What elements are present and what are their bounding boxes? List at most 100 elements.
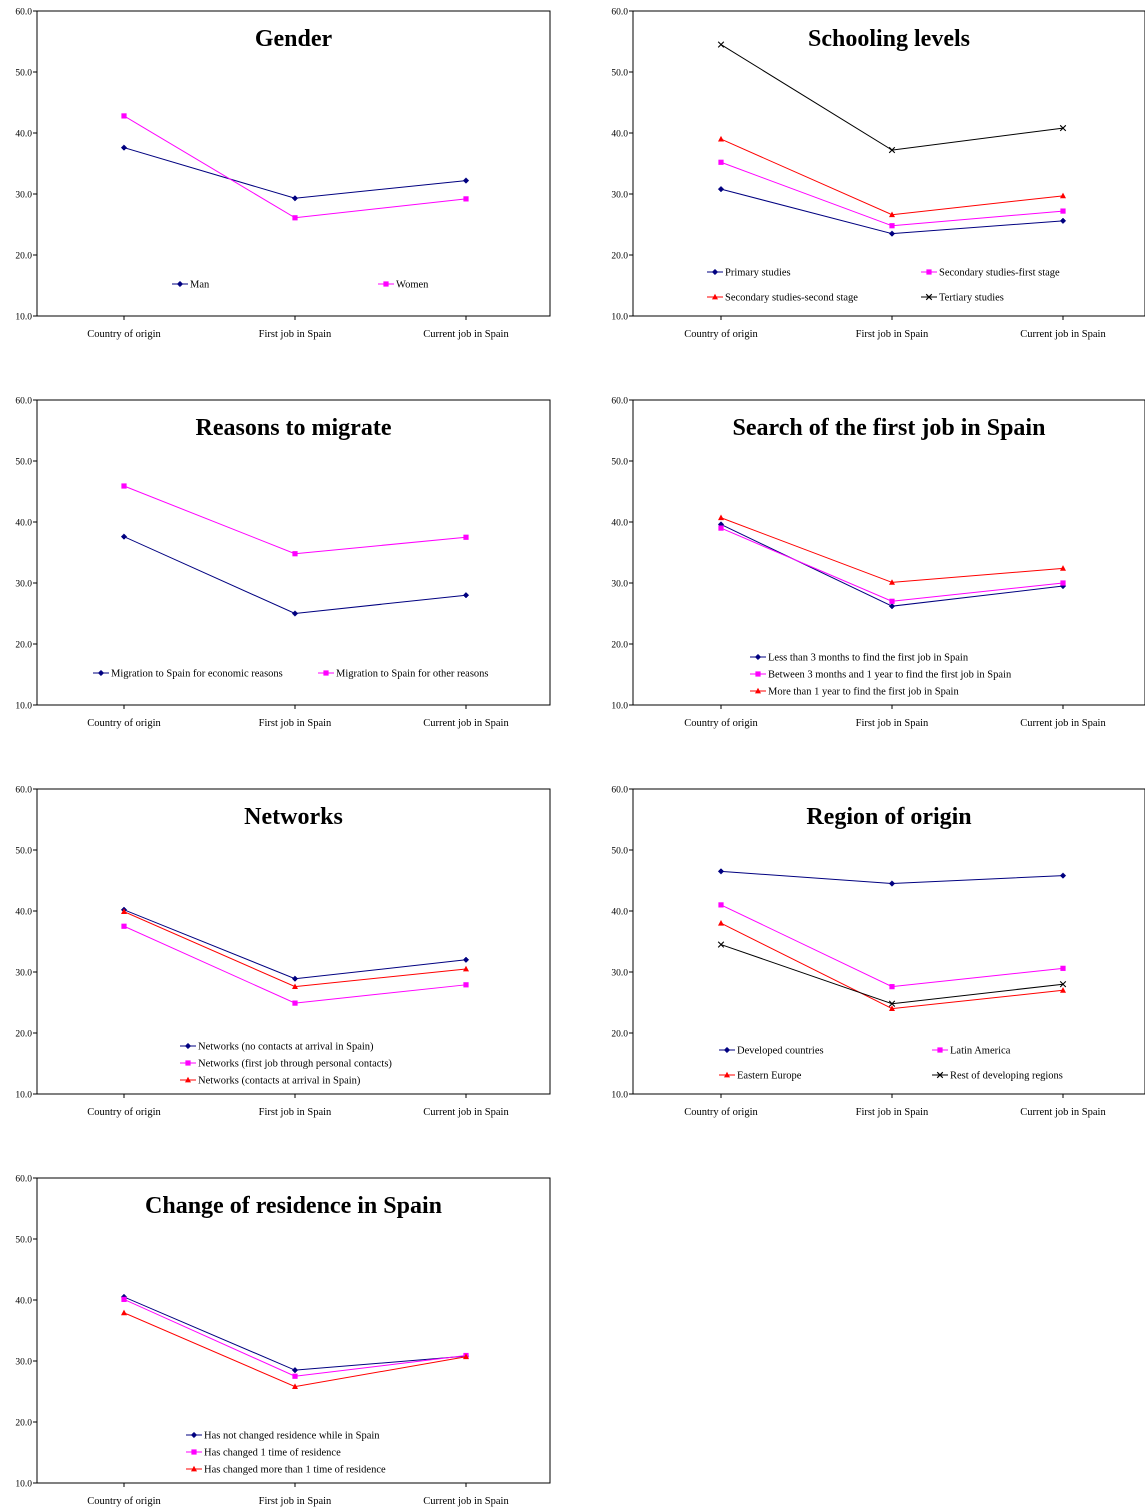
legend-marker [723, 1046, 731, 1054]
data-point [718, 902, 724, 908]
legend-marker [755, 687, 761, 694]
data-point [291, 610, 299, 617]
legend-marker [185, 1076, 191, 1083]
y-tick-label: 50.0 [611, 458, 628, 468]
chart-reasons-to-migrate: 10.0 20.0 30.0 40.0 50.0 60.0 Country of origi… [15, 397, 551, 729]
x-tick-label: Country of origin [87, 329, 161, 340]
series-tertiary-studies [717, 41, 1067, 154]
legend-label: Man [190, 280, 210, 291]
y-tick-label: 50.0 [611, 69, 628, 79]
series-man [120, 144, 470, 202]
series-networks-no-contacts-at-arrival-in-spain [120, 906, 470, 982]
chart-title: Region of origin [806, 804, 971, 830]
x-tick-label: Current job in Spain [1020, 1107, 1106, 1118]
data-point [1060, 580, 1066, 586]
data-point [718, 514, 724, 521]
legend-label: Secondary studies-first stage [939, 268, 1060, 279]
legend-item: Women [378, 280, 429, 291]
data-point [717, 185, 725, 193]
plot-area [36, 788, 551, 1095]
legend: Developed countries Latin America Eastern … [719, 1046, 1063, 1082]
legend-marker [937, 1047, 943, 1053]
legend-item: Networks (no contacts at arrival in Spai… [180, 1042, 374, 1053]
x-tick-label: Country of origin [87, 1107, 161, 1118]
legend-label: Migration to Spain for other reasons [336, 669, 489, 680]
data-point [888, 880, 896, 887]
data-point [121, 908, 127, 915]
legend-item: Has changed more than 1 time of residenc… [186, 1465, 386, 1476]
series-eastern-europe [718, 920, 1066, 1011]
legend-label: More than 1 year to find the first job i… [768, 687, 959, 698]
data-point [888, 603, 896, 610]
y-tick-label: 50.0 [15, 847, 32, 857]
x-tick-label: Current job in Spain [423, 329, 509, 340]
legend-item: Migration to Spain for economic reasons [93, 669, 283, 680]
legend-item: Networks (first job through personal con… [180, 1059, 392, 1070]
y-tick-label: 20.0 [611, 252, 628, 262]
legend-item: Has not changed residence while in Spain [186, 1431, 380, 1442]
data-point [718, 159, 724, 165]
series-networks-contacts-at-arrival-in-spain [121, 908, 469, 990]
series-more-than-1-year-to-find-the-first-job-in-spain [718, 514, 1066, 585]
data-point [1059, 872, 1067, 879]
data-point [463, 965, 469, 972]
y-tick-label: 20.0 [15, 252, 32, 262]
data-point [889, 223, 895, 229]
chart-gender: 10.0 20.0 30.0 40.0 50.0 60.0 Country of origi… [15, 8, 551, 340]
legend-marker [724, 1071, 730, 1078]
series-women [121, 113, 469, 221]
y-tick-label: 50.0 [15, 458, 32, 468]
y-tick-label: 30.0 [611, 191, 628, 201]
data-point [718, 525, 724, 531]
x-tick-label: Current job in Spain [423, 1496, 509, 1507]
y-tick-label: 60.0 [15, 1175, 32, 1185]
data-point [1060, 965, 1066, 971]
x-tick-label: Country of origin [684, 329, 758, 340]
chart-search-of-the-first-job-in-spain: 10.0 20.0 30.0 40.0 50.0 60.0 Country of origi… [611, 397, 1145, 729]
legend-marker [184, 1042, 192, 1050]
x-tick-label: First job in Spain [856, 329, 929, 340]
data-point [1059, 981, 1067, 988]
x-tick-label: First job in Spain [259, 1496, 332, 1507]
legend: Migration to Spain for economic reasons M… [93, 669, 489, 680]
data-point [121, 1309, 127, 1316]
data-point [888, 146, 896, 154]
y-tick-label: 10.0 [15, 1091, 32, 1101]
y-tick-label: 30.0 [15, 969, 32, 979]
plot-area [632, 399, 1145, 706]
y-tick-label: 30.0 [15, 1358, 32, 1368]
y-tick-label: 30.0 [611, 969, 628, 979]
data-point [889, 579, 895, 585]
data-point [292, 1373, 298, 1379]
legend-label: Has not changed residence while in Spain [204, 1431, 380, 1442]
series-latin-america [718, 902, 1066, 990]
legend-label: Networks (no contacts at arrival in Spai… [198, 1042, 374, 1053]
x-tick-label: Country of origin [87, 718, 161, 729]
y-tick-label: 50.0 [15, 69, 32, 79]
data-point [1059, 124, 1067, 132]
y-tick-label: 40.0 [15, 908, 32, 918]
legend-marker [925, 293, 933, 301]
legend-item: Less than 3 months to find the first job… [750, 653, 969, 664]
series-between-3-months-and-1-year-to-find-the-first-job-in-spain [718, 525, 1066, 604]
x-tick-label: Current job in Spain [1020, 329, 1106, 340]
y-tick-label: 10.0 [611, 702, 628, 712]
legend-item: Primary studies [707, 268, 791, 279]
chart-region-of-origin: 10.0 20.0 30.0 40.0 50.0 60.0 Country of origi… [611, 786, 1145, 1118]
y-tick-label: 20.0 [611, 641, 628, 651]
legend-item: Secondary studies-first stage [921, 268, 1060, 279]
y-tick-label: 60.0 [611, 397, 628, 407]
legend: Networks (no contacts at arrival in Spai… [180, 1042, 392, 1087]
legend-marker [383, 281, 389, 287]
legend-label: Less than 3 months to find the first job… [768, 653, 969, 664]
plot-area [632, 788, 1145, 1095]
data-point [121, 923, 127, 929]
legend-marker [754, 653, 762, 661]
legend-item: Migration to Spain for other reasons [318, 669, 489, 680]
chart-title: Networks [244, 804, 343, 830]
y-tick-label: 40.0 [611, 519, 628, 529]
legend: Primary studies Secondary studies-first s… [707, 268, 1060, 304]
x-tick-label: First job in Spain [856, 1107, 929, 1118]
data-point [462, 177, 470, 184]
